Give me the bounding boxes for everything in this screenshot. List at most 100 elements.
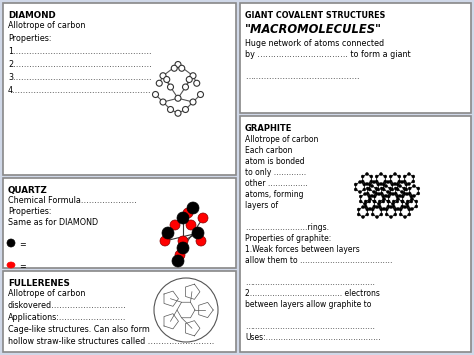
Circle shape — [380, 182, 383, 186]
Text: GRAPHITE: GRAPHITE — [245, 124, 292, 133]
Text: Huge network of atoms connected: Huge network of atoms connected — [245, 39, 384, 48]
Circle shape — [182, 106, 189, 113]
Circle shape — [405, 192, 409, 196]
Circle shape — [363, 188, 366, 191]
Circle shape — [389, 187, 392, 190]
Text: 2………………………………. electrons: 2………………………………. electrons — [245, 289, 380, 298]
Circle shape — [190, 99, 196, 105]
Circle shape — [396, 195, 399, 198]
Circle shape — [393, 182, 396, 186]
Circle shape — [358, 191, 362, 193]
Circle shape — [358, 180, 362, 184]
Circle shape — [371, 195, 374, 197]
Text: atom is bonded: atom is bonded — [245, 157, 305, 166]
Circle shape — [363, 183, 366, 186]
Text: layers of: layers of — [245, 201, 278, 210]
Circle shape — [366, 213, 369, 216]
Circle shape — [382, 195, 385, 198]
Circle shape — [182, 84, 189, 90]
Circle shape — [167, 84, 173, 90]
Circle shape — [371, 208, 374, 211]
Circle shape — [408, 187, 411, 190]
Text: =: = — [19, 262, 26, 271]
Circle shape — [377, 188, 380, 191]
Circle shape — [154, 278, 218, 342]
Circle shape — [167, 106, 173, 113]
Circle shape — [405, 188, 408, 191]
Circle shape — [368, 208, 372, 211]
Circle shape — [187, 202, 199, 214]
Circle shape — [368, 197, 372, 201]
Circle shape — [380, 192, 383, 195]
Text: Properties:: Properties: — [8, 207, 52, 216]
Circle shape — [399, 195, 401, 197]
Circle shape — [398, 180, 401, 183]
Circle shape — [368, 200, 371, 203]
Circle shape — [406, 205, 409, 208]
Circle shape — [394, 187, 397, 190]
Circle shape — [361, 180, 364, 183]
Circle shape — [401, 200, 404, 203]
Circle shape — [186, 76, 192, 82]
Circle shape — [412, 175, 415, 178]
Circle shape — [399, 213, 402, 216]
Circle shape — [7, 239, 15, 247]
Circle shape — [380, 208, 383, 211]
Text: diskovered……………………….: diskovered………………………. — [8, 301, 127, 310]
Circle shape — [398, 175, 401, 178]
Circle shape — [387, 195, 390, 198]
Circle shape — [401, 195, 404, 198]
Circle shape — [382, 188, 385, 191]
Circle shape — [179, 65, 185, 71]
Circle shape — [392, 200, 395, 203]
Text: 3…………………………………………….: 3……………………………………………. — [8, 73, 152, 82]
Text: atoms, forming: atoms, forming — [245, 190, 303, 199]
Circle shape — [175, 61, 181, 67]
Circle shape — [162, 227, 174, 239]
Circle shape — [417, 187, 420, 190]
Ellipse shape — [7, 262, 15, 268]
Circle shape — [384, 185, 388, 187]
Circle shape — [198, 92, 203, 98]
Circle shape — [359, 195, 362, 198]
Text: QUARTZ: QUARTZ — [8, 186, 48, 195]
Circle shape — [403, 192, 406, 195]
Circle shape — [366, 187, 369, 190]
Circle shape — [171, 65, 177, 71]
Circle shape — [392, 202, 394, 206]
Circle shape — [412, 185, 416, 187]
Text: hollow straw-like structures called …………………….: hollow straw-like structures called …………… — [8, 337, 214, 346]
Circle shape — [403, 175, 406, 178]
Circle shape — [390, 206, 392, 208]
Circle shape — [375, 180, 378, 183]
Circle shape — [380, 213, 383, 216]
Circle shape — [412, 195, 416, 197]
Circle shape — [412, 180, 415, 183]
FancyBboxPatch shape — [240, 116, 471, 352]
Circle shape — [401, 180, 403, 184]
Circle shape — [378, 205, 381, 208]
Circle shape — [394, 192, 397, 195]
Circle shape — [406, 200, 409, 203]
Text: …………………………………………….: ……………………………………………. — [245, 278, 375, 287]
Text: Properties:: Properties: — [8, 34, 52, 43]
Text: Allotrope of carbon: Allotrope of carbon — [245, 135, 319, 144]
Circle shape — [392, 205, 395, 208]
Circle shape — [392, 192, 394, 196]
Circle shape — [373, 180, 375, 184]
Circle shape — [405, 183, 408, 186]
Text: Properties of graphite:: Properties of graphite: — [245, 234, 331, 243]
Circle shape — [375, 192, 378, 195]
Circle shape — [186, 220, 196, 230]
Circle shape — [377, 183, 380, 186]
Circle shape — [373, 200, 376, 203]
Circle shape — [160, 99, 166, 105]
Circle shape — [178, 236, 188, 246]
Circle shape — [175, 250, 185, 260]
Circle shape — [386, 191, 390, 193]
Circle shape — [175, 110, 181, 116]
Circle shape — [408, 213, 411, 216]
Circle shape — [364, 202, 366, 206]
Circle shape — [403, 215, 407, 218]
Circle shape — [385, 208, 388, 211]
